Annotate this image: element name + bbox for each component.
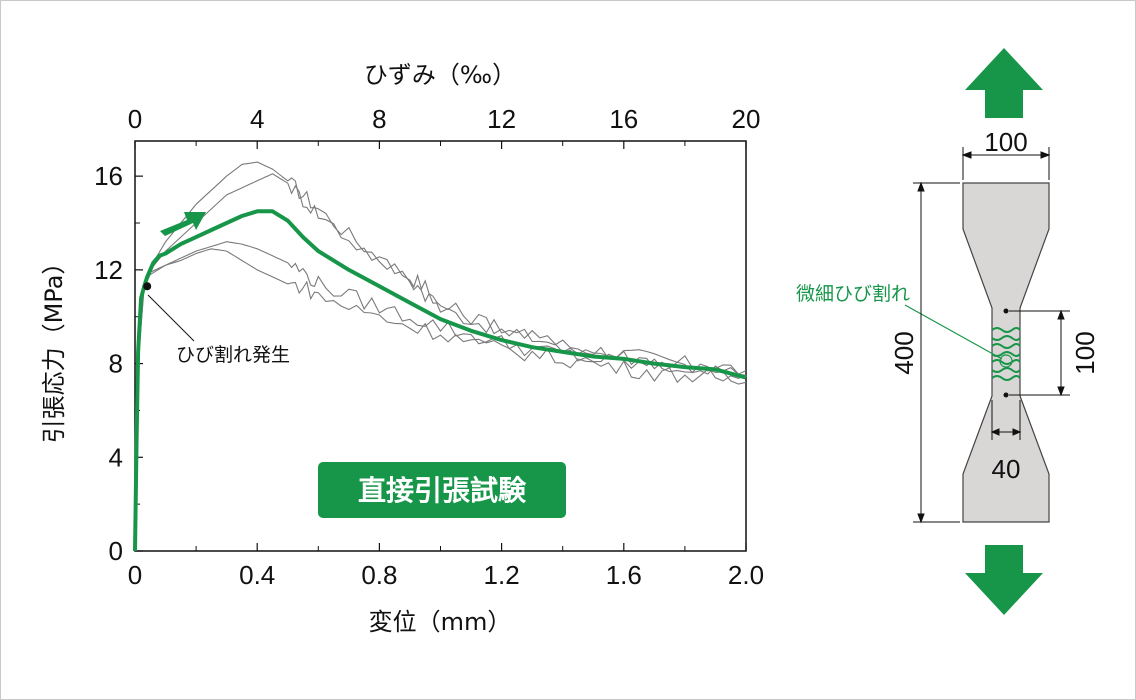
neck-width-dimension: [990, 400, 1022, 440]
y-tick-label: 16: [94, 161, 123, 191]
axis-ticks: 0 0.4 0.8 1.2 1.6 2.0 0 4 8 12 16 20 0 4 8 12 16: [94, 104, 764, 590]
average-series-group: [133, 209, 747, 552]
test-series-line: [134, 248, 747, 552]
average-series-line: [133, 209, 747, 552]
tension-up-arrow-icon: [965, 48, 1043, 118]
test-series-line: [134, 161, 747, 552]
x2-tick-label: 16: [609, 104, 638, 134]
x-tick-label: 2.0: [728, 560, 764, 590]
crack-onset-point: [143, 282, 152, 291]
x-tick-label: 0: [128, 560, 142, 590]
gauge-length-label: 100: [1070, 331, 1100, 374]
x-tick-label: 0.4: [239, 560, 275, 590]
y-tick-label: 0: [109, 536, 123, 566]
height-dimension: [913, 181, 960, 524]
x2-tick-label: 8: [372, 104, 386, 134]
crack-label: 微細ひび割れ: [796, 283, 910, 305]
y-tick-label: 8: [109, 349, 123, 379]
x-tick-label: 1.6: [606, 560, 642, 590]
tension-down-arrow-icon: [965, 545, 1043, 615]
crack-marker-circle: [999, 354, 1013, 368]
x-axis-title: 変位（mm）: [369, 608, 512, 636]
top-width-label: 100: [984, 127, 1027, 157]
height-label: 400: [889, 331, 919, 374]
neck-width-label: 40: [992, 454, 1021, 484]
y-tick-label: 4: [109, 442, 123, 472]
gauge-point-top: [1003, 308, 1009, 314]
crack-onset-leader: [147, 294, 195, 342]
x2-tick-label: 12: [487, 104, 516, 134]
top-width-dimension: [961, 147, 1051, 180]
x2-tick-label: 20: [732, 104, 761, 134]
x-tick-label: 0.8: [361, 560, 397, 590]
x2-tick-label: 4: [250, 104, 264, 134]
gauge-point-bottom: [1003, 392, 1009, 398]
micro-crack-lines: [991, 327, 1021, 381]
crack-onset-label: ひび割れ発生: [176, 344, 290, 366]
x-tick-label: 1.2: [484, 560, 520, 590]
specimen-diagram: 微細ひび割れ 100 400 100: [796, 48, 1100, 615]
loading-arrow-icon: [160, 212, 206, 236]
gauge-length-dimension: [1009, 309, 1070, 397]
crack-leader: [904, 304, 1003, 360]
test-type-badge-label: 直接引張試験: [358, 474, 527, 507]
x2-tick-label: 0: [128, 104, 142, 134]
test-type-badge: [318, 462, 566, 518]
y-axis-title: 引張応力（MPa）: [40, 251, 68, 444]
y-tick-label: 12: [94, 255, 123, 285]
x2-axis-title: ひずみ（‰）: [364, 61, 516, 89]
